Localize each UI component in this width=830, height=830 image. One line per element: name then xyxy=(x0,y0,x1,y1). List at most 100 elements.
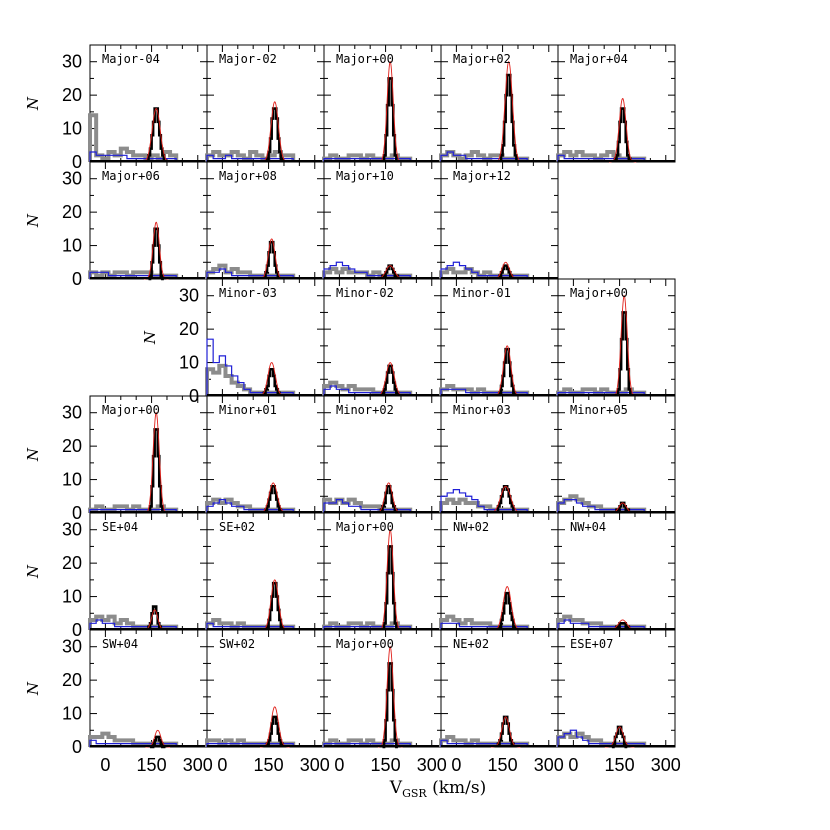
panel-Minor-02: Minor-02 xyxy=(322,278,442,397)
panel-SW+02: SW+02 xyxy=(205,629,325,748)
panel-label: Minor+03 xyxy=(453,403,511,417)
panel-frame xyxy=(323,278,442,397)
panel-frame xyxy=(557,278,676,397)
x-tick-label: 0 xyxy=(451,755,461,775)
x-tick-label: 300 xyxy=(183,755,213,775)
panel-label: Minor-03 xyxy=(219,286,277,300)
panel-Major+08: Major+08 xyxy=(205,161,325,281)
y-tick-label: 20 xyxy=(62,553,82,573)
series-blue-histogram xyxy=(323,158,411,162)
panel-Major-02: Major-02 xyxy=(205,44,325,163)
panel-frame xyxy=(89,161,208,280)
panel-frame xyxy=(206,161,325,280)
series-red-gaussian-fit xyxy=(377,60,403,163)
panel-Minor+03: Minor+03 xyxy=(439,395,559,514)
panel-label: Major+00 xyxy=(336,520,394,534)
series-black-histogram xyxy=(382,77,398,164)
panel-label: Major-02 xyxy=(219,52,277,66)
panel-frame xyxy=(323,512,442,631)
panel-frame xyxy=(206,395,325,514)
series-blue-histogram xyxy=(89,619,177,630)
y-axis-label-row-4: N xyxy=(24,564,42,579)
panel-label: Major+10 xyxy=(336,169,394,183)
series-black-histogram xyxy=(379,484,398,513)
series-blue-histogram xyxy=(89,271,177,279)
y-tick-label: 10 xyxy=(62,119,82,139)
y-tick-label: 10 xyxy=(62,236,82,256)
series-blue-histogram xyxy=(557,619,645,630)
series-red-gaussian-fit xyxy=(377,528,403,631)
x-tick-label: 300 xyxy=(417,755,447,775)
y-tick-label: 10 xyxy=(62,470,82,490)
panel-NE+02: NE+02 xyxy=(439,629,559,748)
series-black-histogram xyxy=(265,715,284,747)
panel-label: Major+00 xyxy=(336,52,394,66)
series-black-histogram xyxy=(148,428,164,515)
y-tick-label: 10 xyxy=(62,704,82,724)
series-black-histogram xyxy=(150,735,166,749)
series-black-histogram xyxy=(264,484,283,513)
panel-frame xyxy=(206,512,325,631)
panel-Major+00: Major+00 xyxy=(322,629,442,749)
panel-label: NW+02 xyxy=(453,520,489,534)
panel-frame xyxy=(89,512,208,631)
panel-label: SE+02 xyxy=(219,520,255,534)
y-axis-label-row-5: N xyxy=(24,681,42,696)
y-tick-label: 30 xyxy=(179,286,199,306)
panel-Major+12: Major+12 xyxy=(439,161,559,281)
panel-ESE+07: ESE+07 xyxy=(556,629,676,749)
panel-frame xyxy=(323,44,442,163)
x-tick-label: 300 xyxy=(651,755,681,775)
y-tick-label: 20 xyxy=(62,670,82,690)
y-tick-label: 10 xyxy=(179,353,199,373)
x-tick-label: 0 xyxy=(217,755,227,775)
panel-frame xyxy=(557,395,676,514)
panel-frame xyxy=(440,629,559,748)
y-tick-label: 30 xyxy=(62,520,82,540)
y-axis-label-row-2: N xyxy=(141,330,159,345)
panel-Major+00: Major+00 xyxy=(88,395,208,515)
x-tick-label: 150 xyxy=(488,755,518,775)
panel-label: ESE+07 xyxy=(570,637,613,651)
x-axis-label-subscript: GSR xyxy=(402,787,427,800)
x-axis-label-unit: (km/s) xyxy=(427,778,487,798)
panel-label: Major+00 xyxy=(570,286,628,300)
panel-label: Minor+05 xyxy=(570,403,628,417)
panel-Major+00: Major+00 xyxy=(556,278,676,398)
series-blue-histogram xyxy=(323,626,411,630)
x-tick-label: 0 xyxy=(334,755,344,775)
panel-Major+06: Major+06 xyxy=(88,161,208,281)
x-tick-label: 150 xyxy=(371,755,401,775)
series-blue-histogram xyxy=(206,338,294,396)
panel-Minor-01: Minor-01 xyxy=(439,278,559,397)
x-tick-label: 150 xyxy=(137,755,167,775)
y-tick-label: 30 xyxy=(62,52,82,72)
series-blue-histogram xyxy=(440,739,528,747)
series-black-histogram xyxy=(148,227,164,281)
panel-Major+00: Major+00 xyxy=(322,44,442,164)
series-blue-histogram xyxy=(206,499,294,513)
panel-SE+02: SE+02 xyxy=(205,512,325,631)
series-blue-histogram xyxy=(89,509,177,513)
y-tick-label: 20 xyxy=(62,85,82,105)
panel-label: SE+04 xyxy=(102,520,138,534)
panel-Major+04: Major+04 xyxy=(556,44,676,163)
y-tick-label: 0 xyxy=(189,386,199,406)
panel-Major+02: Major+02 xyxy=(439,44,559,163)
series-black-histogram xyxy=(382,662,398,749)
panel-SE+04: SE+04 xyxy=(88,512,208,632)
panel-label: Major+02 xyxy=(453,52,511,66)
series-red-gaussian-fit xyxy=(377,645,403,748)
series-black-histogram xyxy=(265,107,284,162)
panel-SW+04: SW+04 xyxy=(88,629,208,749)
y-tick-label: 20 xyxy=(62,436,82,456)
panel-frame xyxy=(557,629,676,748)
x-tick-label: 150 xyxy=(254,755,284,775)
panel-grid: Major-04 Major-02 Major+00 Major+02 Major+04… xyxy=(62,44,681,775)
panel-frame xyxy=(440,44,559,163)
y-tick-label: 20 xyxy=(179,319,199,339)
panel-frame xyxy=(206,44,325,163)
series-gray-histogram xyxy=(205,149,296,162)
y-tick-label: 10 xyxy=(62,587,82,607)
